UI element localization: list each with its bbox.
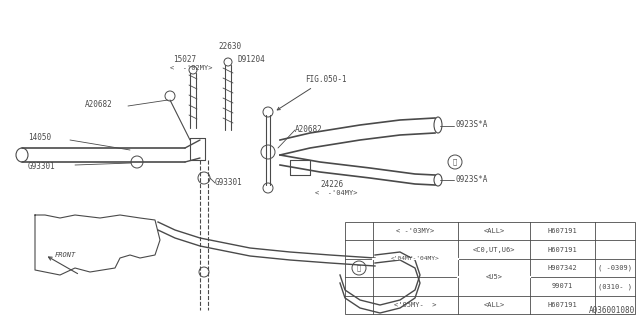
Text: H607191: H607191 (548, 228, 577, 234)
Text: A20682: A20682 (295, 125, 323, 134)
Text: 14050: 14050 (28, 133, 51, 142)
Text: G93301: G93301 (215, 178, 243, 187)
Text: < -'03MY>: < -'03MY> (396, 228, 435, 234)
Text: <ALL>: <ALL> (483, 228, 504, 234)
Text: <U5>: <U5> (486, 274, 502, 280)
Text: (0310- ): (0310- ) (598, 283, 632, 290)
Text: <'04MY-'04MY>: <'04MY-'04MY> (391, 256, 440, 261)
Text: <ALL>: <ALL> (483, 302, 504, 308)
Text: 22630: 22630 (218, 42, 241, 51)
Text: 15027: 15027 (173, 55, 196, 64)
Text: G93301: G93301 (28, 162, 56, 171)
Text: 24226: 24226 (320, 180, 343, 189)
Text: <  -'04MY>: < -'04MY> (315, 190, 358, 196)
Text: 0923S*A: 0923S*A (455, 175, 488, 184)
Text: FRONT: FRONT (55, 252, 76, 258)
Text: <'05MY-  >: <'05MY- > (394, 302, 436, 308)
Text: H907342: H907342 (548, 265, 577, 271)
Text: <C0,UT,U6>: <C0,UT,U6> (473, 247, 515, 252)
Text: 0923S*A: 0923S*A (455, 120, 488, 129)
Text: H607191: H607191 (548, 302, 577, 308)
Text: H607191: H607191 (548, 247, 577, 252)
Text: A036001080: A036001080 (589, 306, 635, 315)
Bar (345, 222, 635, 314)
Text: A20682: A20682 (85, 100, 113, 109)
Text: ( -0309): ( -0309) (598, 265, 632, 271)
Text: FIG.050-1: FIG.050-1 (305, 75, 347, 84)
Text: ①: ① (453, 159, 457, 165)
Text: ①: ① (357, 265, 361, 271)
Text: D91204: D91204 (238, 55, 266, 64)
Text: <  -'02MY>: < -'02MY> (170, 65, 212, 71)
Text: 99071: 99071 (552, 284, 573, 289)
